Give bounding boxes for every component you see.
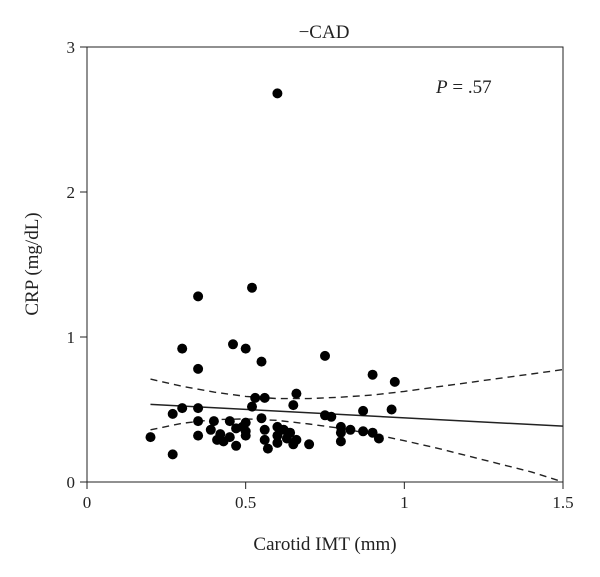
regression-line [150, 403, 564, 427]
data-point [358, 426, 369, 437]
data-point [259, 424, 270, 435]
data-point [367, 427, 378, 438]
data-point [167, 408, 178, 419]
data-point [291, 434, 302, 445]
p-value-text: = .57 [448, 77, 492, 98]
data-point [247, 401, 257, 412]
y-axis-title: CRP (mg/dL) [22, 212, 43, 315]
data-point [291, 388, 302, 399]
data-point [259, 434, 270, 445]
plot-frame [86, 46, 564, 483]
data-point [167, 449, 178, 460]
chart-title: −CAD [299, 22, 350, 43]
x-axis: 0 0.5 1 1.5 [83, 482, 574, 512]
data-point [335, 427, 346, 438]
data-point [250, 392, 261, 403]
data-point [247, 282, 257, 293]
p-value-annotation: P = .57 [435, 77, 492, 98]
ci-upper-line [150, 368, 564, 400]
y-axis: 0 1 2 3 [67, 38, 87, 492]
data-point [240, 430, 251, 441]
p-symbol: P [435, 77, 448, 98]
data-point [205, 424, 216, 435]
data-point [256, 413, 267, 424]
x-tick-label: 1.5 [552, 493, 573, 512]
ci-lower-line [150, 418, 564, 483]
data-point [177, 403, 188, 414]
x-tick-label: 0 [83, 493, 92, 512]
data-point [386, 404, 397, 415]
x-tick-label: 1 [400, 493, 409, 512]
data-point [304, 439, 315, 450]
data-point [389, 376, 400, 387]
y-tick-label: 2 [67, 183, 76, 202]
data-point [193, 403, 204, 414]
data-point [259, 392, 270, 403]
data-point [272, 430, 283, 441]
data-point [177, 343, 188, 354]
y-tick-label: 3 [67, 38, 76, 57]
data-point [193, 416, 204, 427]
y-tick-label: 0 [67, 473, 76, 492]
data-point [335, 436, 346, 447]
data-points [145, 88, 400, 460]
data-point [373, 433, 384, 444]
y-tick-label: 1 [67, 328, 76, 347]
confidence-band [150, 368, 564, 483]
data-point [367, 369, 378, 380]
data-point [256, 356, 267, 367]
data-point [208, 416, 219, 427]
data-point [345, 424, 356, 435]
data-point [145, 432, 156, 443]
data-point [326, 411, 337, 422]
data-point [272, 437, 283, 448]
data-point [240, 343, 251, 354]
data-point [193, 363, 204, 374]
data-point [262, 443, 273, 454]
data-point [193, 291, 204, 302]
data-point [320, 350, 330, 361]
data-point [228, 339, 238, 350]
data-point [358, 405, 369, 416]
data-point [285, 427, 296, 438]
data-point [193, 430, 204, 441]
x-axis-title: Carotid IMT (mm) [253, 534, 396, 555]
data-point [231, 440, 242, 451]
x-tick-label: 0.5 [235, 493, 256, 512]
regression-layer [150, 403, 564, 427]
data-point [272, 88, 283, 99]
data-point [288, 400, 299, 411]
data-point [240, 417, 251, 428]
data-point [224, 416, 235, 427]
data-point [224, 432, 235, 443]
